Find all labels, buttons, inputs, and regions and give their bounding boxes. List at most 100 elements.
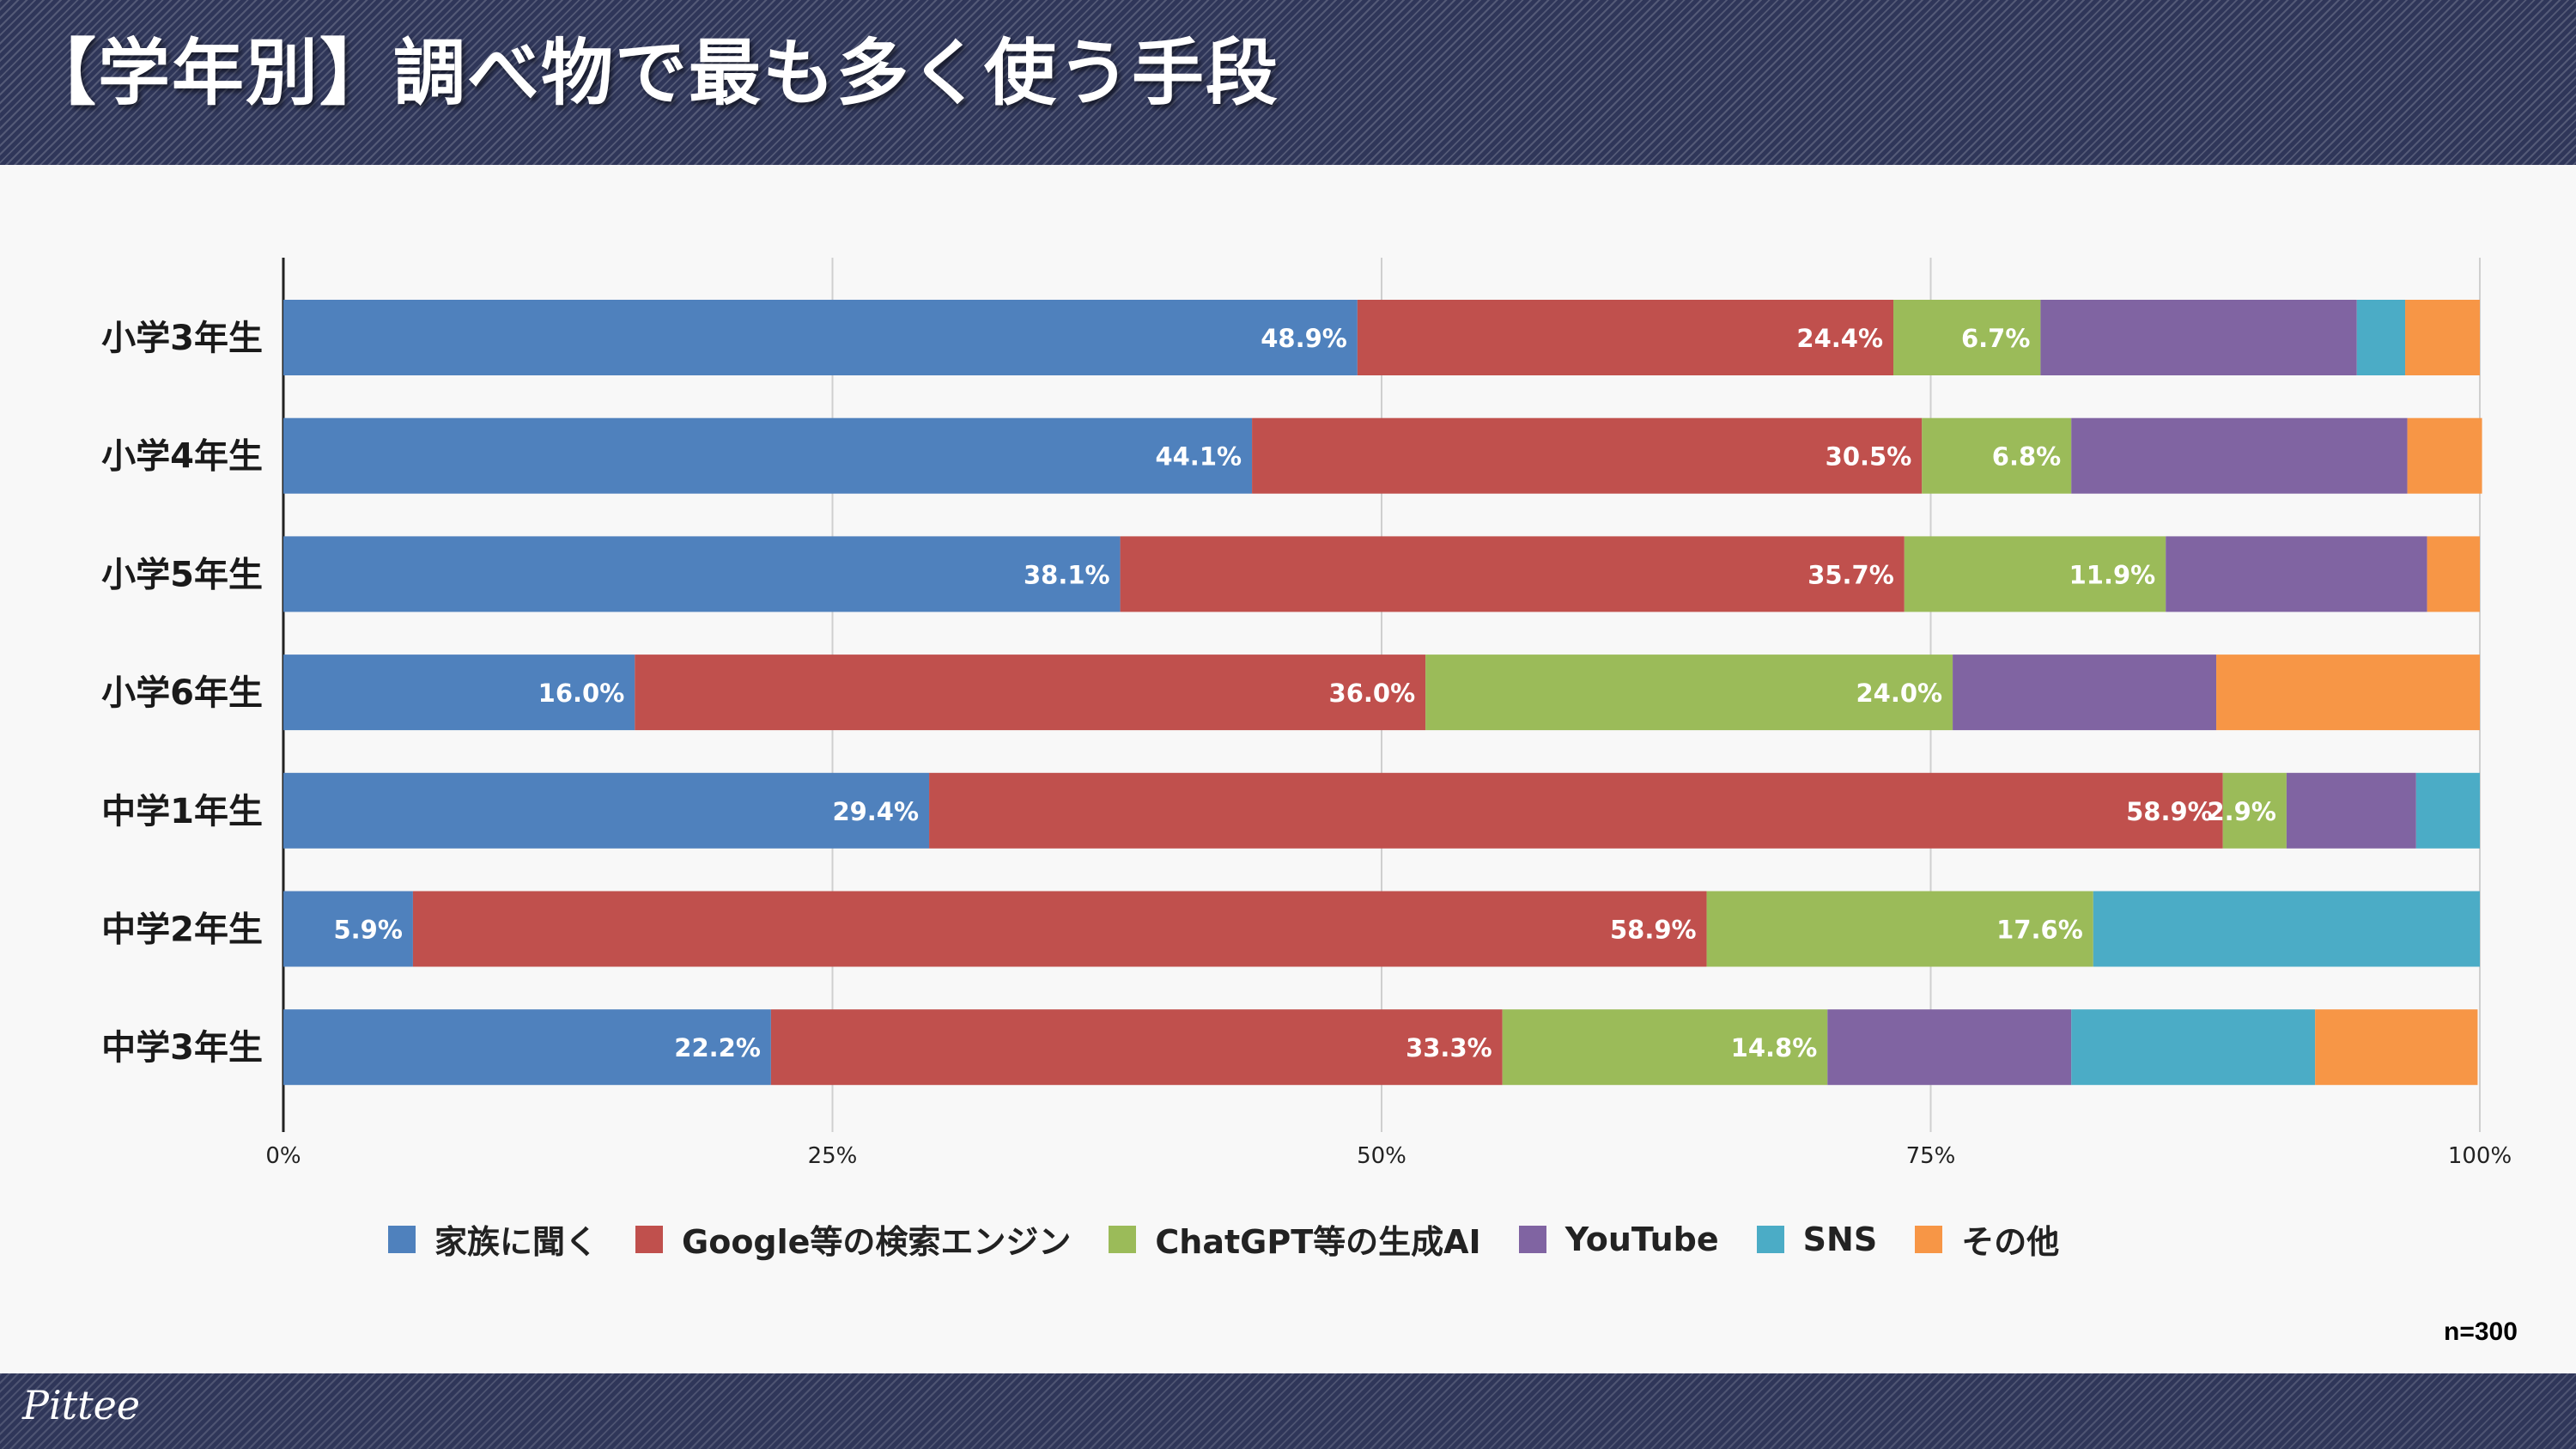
bar-segment (1706, 891, 2093, 967)
bar-segment (1502, 1009, 1828, 1086)
brand-logo: Pittee (22, 1382, 141, 1428)
data-label: 35.7% (1807, 560, 1894, 589)
bar-segment (2093, 891, 2480, 967)
category-label: 小学4年生 (101, 437, 263, 477)
data-label: 14.8% (1731, 1033, 1818, 1062)
category-label: 小学6年生 (101, 673, 263, 713)
bar-segment (1357, 300, 1894, 375)
sample-size: n=300 (2444, 1318, 2518, 1346)
legend-label: SNS (1802, 1220, 1878, 1258)
data-label: 6.8% (1992, 442, 2061, 472)
bar-segment (1252, 417, 1923, 494)
bars (283, 300, 2482, 1086)
legend-item: Google等の検索エンジン (635, 1215, 1071, 1263)
bar-segment (283, 536, 1121, 612)
legend-swatch (388, 1225, 416, 1253)
bar-segment (283, 654, 635, 731)
bar-segment (283, 300, 1358, 375)
legend-item: YouTube (1518, 1220, 1719, 1258)
legend-swatch (1756, 1225, 1784, 1253)
data-label: 2.9% (2207, 797, 2275, 826)
data-label: 22.2% (674, 1033, 761, 1062)
legend-label: YouTube (1564, 1220, 1719, 1258)
x-tick-label: 100% (2448, 1143, 2512, 1169)
data-label: 16.0% (538, 679, 625, 708)
data-label: 17.6% (1996, 916, 2083, 945)
legend-swatch (1518, 1225, 1546, 1253)
data-label: 24.0% (1856, 679, 1942, 708)
bar-segment (412, 891, 1707, 967)
bar-segment (1827, 1009, 2072, 1086)
data-label: 36.0% (1329, 679, 1416, 708)
header-bar: 【学年別】調べ物で最も多く使う手段 (0, 0, 2576, 165)
data-label: 38.1% (1024, 560, 1110, 589)
bar-segment (770, 1009, 1503, 1086)
bar-segment (2166, 536, 2427, 612)
x-tick-labels: 0% 25% 50% 75% 100% (265, 1143, 2512, 1169)
data-label: 30.5% (1826, 442, 1912, 472)
legend-item: SNS (1756, 1220, 1878, 1258)
category-label: 小学3年生 (101, 319, 263, 358)
legend-label: ChatGPT等の生成AI (1155, 1223, 1481, 1261)
legend-swatch (1915, 1225, 1943, 1253)
legend-label: その他 (1961, 1223, 2060, 1261)
stacked-bar-chart: 48.9% 24.4% 6.7% 44.1% 30.5% 6.8% 38.1% 35.7% 11… (101, 258, 2512, 1169)
legend-label: 家族に聞く (434, 1223, 598, 1261)
legend-item: その他 (1915, 1215, 2059, 1263)
bar-segment (1922, 417, 2072, 494)
legend-item: ChatGPT等の生成AI (1109, 1215, 1481, 1263)
legend-label: Google等の検索エンジン (682, 1223, 1072, 1261)
category-label: 中学2年生 (101, 910, 263, 950)
bar-segment (2315, 1009, 2478, 1086)
data-label: 58.9% (2126, 797, 2213, 826)
bar-segment (2405, 300, 2480, 375)
bar-segment (2286, 772, 2416, 849)
bar-segment (929, 772, 2223, 849)
bar-segment (1953, 654, 2217, 731)
bar-segment (2071, 1009, 2316, 1086)
data-labels: 48.9% 24.4% 6.7% 44.1% 30.5% 6.8% 38.1% 35.7% 11… (333, 324, 2275, 1062)
data-label: 6.7% (1961, 324, 2030, 353)
footer-texture (0, 1373, 2576, 1449)
data-label: 48.9% (1261, 324, 1347, 353)
category-label: 中学1年生 (101, 792, 263, 831)
legend-swatch (635, 1225, 664, 1253)
bar-segment (2356, 300, 2406, 375)
bar-segment (2415, 772, 2480, 849)
category-label: 小学5年生 (101, 555, 263, 594)
legend-swatch (1109, 1225, 1137, 1253)
bar-segment (2071, 417, 2408, 494)
x-tick-label: 25% (808, 1143, 858, 1169)
bar-segment (283, 891, 413, 967)
bar-segment (2216, 654, 2480, 731)
x-tick-label: 0% (265, 1143, 301, 1169)
bar-segment (1904, 536, 2166, 612)
bar-segment (2040, 300, 2357, 375)
data-label: 29.4% (832, 797, 919, 826)
bar-segment (1893, 300, 2041, 375)
data-label: 11.9% (2069, 560, 2156, 589)
bar-segment (283, 1009, 771, 1086)
header-texture (0, 0, 2576, 165)
bar-segment (635, 654, 1426, 731)
footer-bar: Pittee (0, 1373, 2576, 1449)
category-label: 中学3年生 (101, 1028, 263, 1068)
page-title: 【学年別】調べ物で最も多く使う手段 (24, 31, 1280, 115)
bar-segment (283, 417, 1253, 494)
legend-item: 家族に聞く (388, 1215, 598, 1263)
x-tick-label: 50% (1357, 1143, 1406, 1169)
bar-segment (2427, 536, 2480, 612)
data-label: 44.1% (1155, 442, 1242, 472)
bar-segment (2407, 417, 2482, 494)
bar-segment (2222, 772, 2287, 849)
data-label: 33.3% (1406, 1033, 1492, 1062)
legend: 家族に聞く Google等の検索エンジン ChatGPT等の生成AI YouTube S… (388, 1215, 2097, 1263)
data-label: 5.9% (333, 916, 402, 945)
data-label: 58.9% (1610, 916, 1697, 945)
bar-segment (283, 772, 930, 849)
x-tick-label: 75% (1906, 1143, 1956, 1169)
bar-segment (1425, 654, 1953, 731)
data-label: 24.4% (1796, 324, 1883, 353)
bar-segment (1120, 536, 1905, 612)
